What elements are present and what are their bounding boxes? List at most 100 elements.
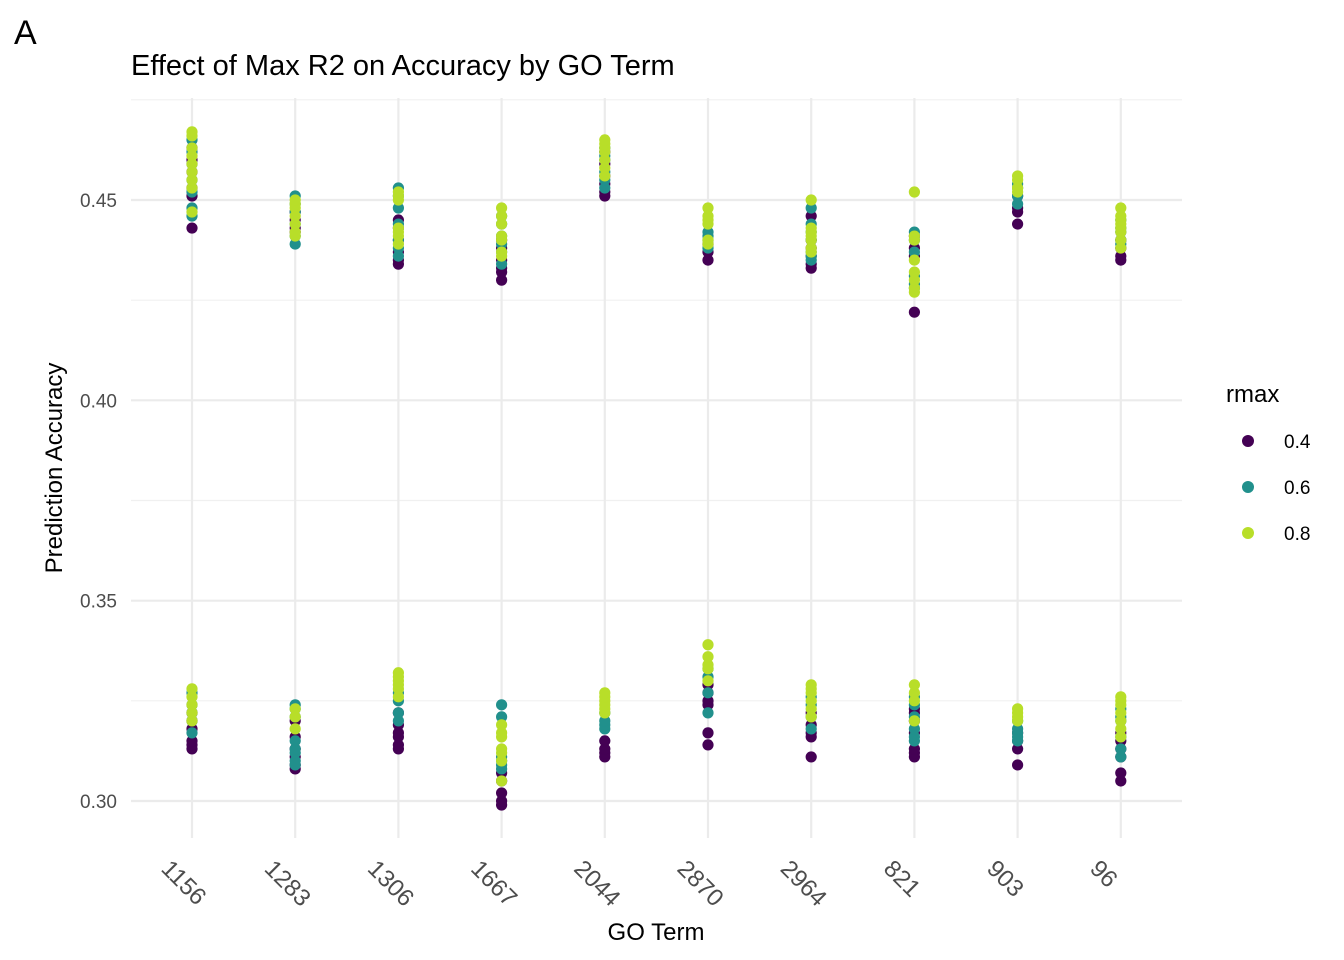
data-point [496, 210, 508, 222]
data-point [599, 134, 611, 146]
data-point [805, 723, 817, 735]
data-point [908, 731, 921, 743]
x-tick-label: 1156 [156, 855, 212, 911]
data-point [186, 174, 198, 186]
data-point [1115, 691, 1127, 703]
data-point [392, 691, 404, 703]
data-point [908, 230, 921, 242]
y-axis-title: Prediction Accuracy [41, 363, 68, 574]
data-point [289, 755, 301, 767]
data-point [1115, 234, 1127, 246]
data-point [702, 234, 714, 246]
data-point [599, 743, 611, 755]
axis-layer: 0.30 0.35 0.40 0.45 1156 1283 1306 1667 2044 2870… [80, 191, 1123, 912]
data-point [392, 250, 404, 262]
data-point [1115, 723, 1127, 735]
data-point [1012, 759, 1024, 771]
data-point [805, 679, 817, 691]
data-point [186, 166, 198, 178]
data-point [186, 126, 198, 138]
data-point [599, 715, 611, 727]
data-point [702, 254, 714, 266]
points-layer [186, 126, 1127, 811]
x-tick-label: 1667 [465, 855, 522, 912]
data-point [289, 711, 301, 723]
data-point [186, 691, 198, 703]
data-point [1115, 767, 1127, 779]
data-point [289, 210, 301, 222]
data-point [496, 699, 508, 711]
data-point [805, 222, 817, 234]
data-point [908, 274, 921, 286]
x-tick-label: 2964 [775, 855, 832, 912]
data-point [702, 727, 714, 739]
data-point [186, 182, 198, 194]
data-point [496, 230, 508, 242]
data-point [392, 715, 404, 727]
y-tick-label: 0.40 [80, 391, 117, 412]
chart-title: Effect of Max R2 on Accuracy by GO Term [131, 50, 675, 82]
data-point [908, 186, 921, 198]
data-point [496, 711, 508, 723]
data-point [908, 695, 921, 707]
data-point [1115, 210, 1127, 222]
data-point [289, 743, 301, 755]
legend-title: rmax [1226, 381, 1279, 408]
data-point [908, 687, 921, 699]
data-point [392, 667, 404, 679]
legend-key [1242, 435, 1254, 447]
data-point [805, 242, 817, 254]
data-point [1115, 731, 1127, 743]
data-point [908, 306, 921, 318]
data-point [1012, 743, 1024, 755]
data-point [496, 795, 508, 807]
data-point [702, 210, 714, 222]
data-point [805, 751, 817, 763]
y-tick-label: 0.45 [80, 191, 117, 212]
data-point [1012, 218, 1024, 230]
legend-label: 0.6 [1284, 478, 1310, 499]
data-point [186, 206, 198, 218]
x-tick-label: 2044 [569, 855, 626, 912]
x-axis-title: GO Term [608, 919, 705, 946]
data-point [392, 238, 404, 250]
y-tick-label: 0.30 [80, 792, 117, 813]
data-point [392, 186, 404, 198]
panel-label: A [14, 14, 37, 52]
data-point [289, 703, 301, 715]
data-point [186, 707, 198, 719]
grid-layer [131, 98, 1182, 838]
data-point [908, 715, 921, 727]
data-point [599, 687, 611, 699]
data-point [702, 687, 714, 699]
data-point [289, 735, 301, 747]
data-point [496, 719, 508, 731]
data-point [186, 142, 198, 154]
data-point [599, 735, 611, 747]
data-point [805, 202, 817, 214]
data-point [392, 727, 404, 739]
data-point [702, 639, 714, 651]
data-point [1115, 751, 1127, 763]
data-point [186, 735, 198, 747]
data-point [186, 683, 198, 695]
x-tick-label: 2870 [672, 855, 729, 912]
x-tick-label: 96 [1085, 855, 1123, 893]
data-point [496, 246, 508, 258]
data-point [496, 258, 508, 270]
data-point [702, 659, 714, 671]
data-point [702, 651, 714, 663]
legend-label: 0.8 [1284, 524, 1310, 545]
data-point [805, 695, 817, 707]
data-point [496, 787, 508, 799]
x-tick-label: 1306 [362, 855, 419, 912]
data-point [702, 202, 714, 214]
data-point [1115, 707, 1127, 719]
data-point [1115, 715, 1127, 727]
data-point [496, 775, 508, 787]
data-point [186, 158, 198, 170]
data-point [496, 218, 508, 230]
y-tick-label: 0.35 [80, 592, 117, 613]
data-point [289, 194, 301, 206]
